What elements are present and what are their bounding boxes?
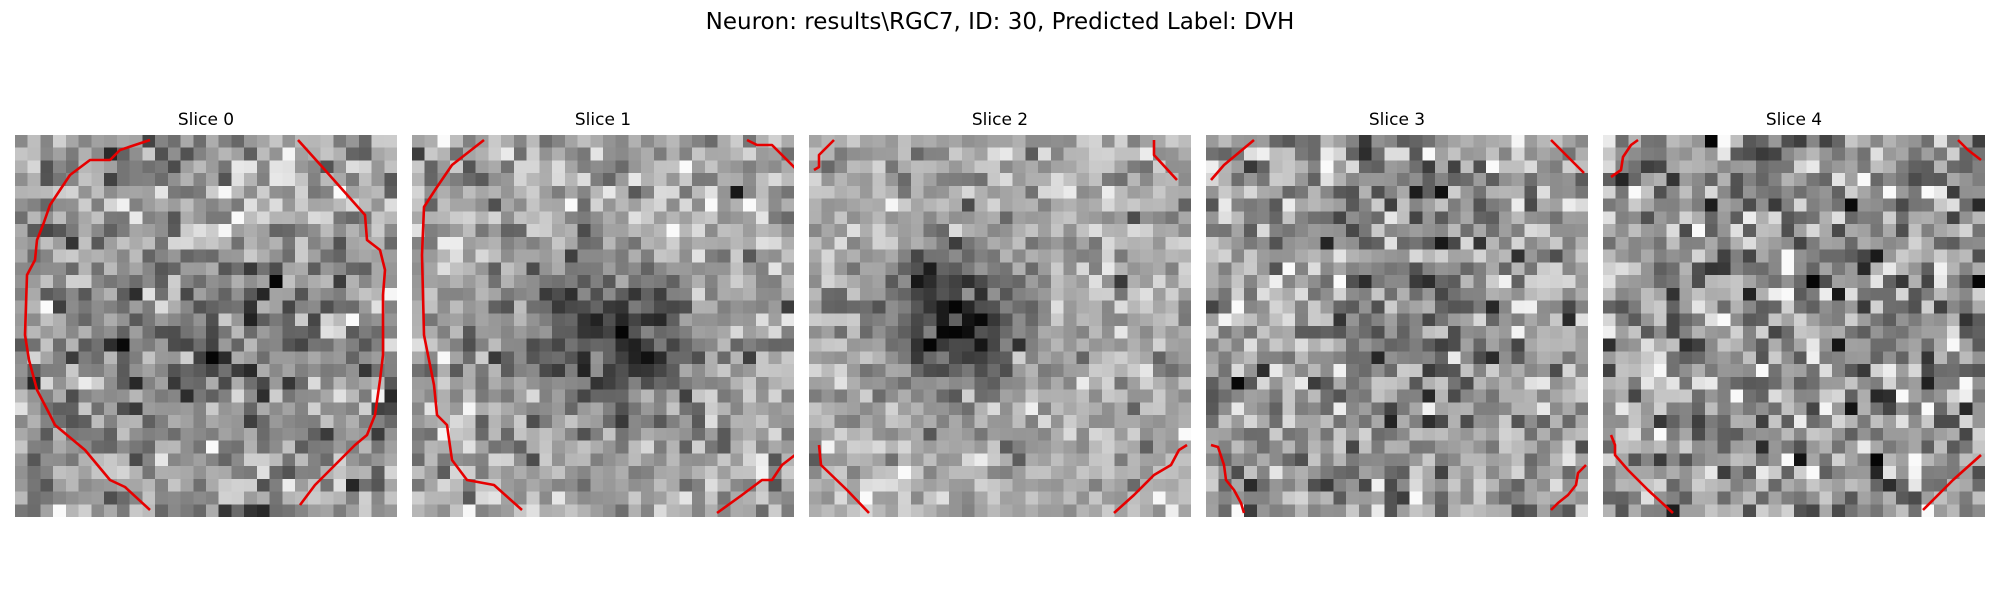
contour-line: [1152, 140, 1178, 181]
contour-line: [716, 454, 794, 515]
contour-line: [1550, 139, 1585, 174]
contour-line: [1609, 434, 1674, 514]
slice-image-4: [1603, 135, 1985, 517]
receptive-field-contour: [1609, 138, 1982, 514]
receptive-field-contour: [420, 138, 794, 515]
slice-title-2: Slice 2: [971, 110, 1029, 130]
contour-line: [1210, 139, 1255, 181]
slice-image-2: [809, 135, 1191, 517]
figure-title: Neuron: results\RGC7, ID: 30, Predicted …: [705, 9, 1295, 35]
contour-line: [1210, 443, 1246, 514]
contour-line: [1113, 443, 1188, 514]
slice-title-1: Slice 1: [574, 110, 632, 130]
receptive-field-contour: [1210, 139, 1587, 514]
slice-image-1: [412, 135, 794, 517]
receptive-field-contour: [813, 139, 1188, 514]
contour-line: [23, 138, 151, 511]
contour-line: [817, 444, 870, 514]
slice-title-4: Slice 4: [1765, 110, 1823, 130]
contour-line: [1957, 139, 1982, 162]
contour-line: [1550, 464, 1587, 511]
contour-line: [1610, 138, 1639, 179]
receptive-field-contour: [23, 138, 387, 511]
slice-title-0: Slice 0: [177, 110, 235, 130]
contour-line: [746, 138, 794, 169]
contour-line: [297, 139, 387, 506]
slice-image-0: [15, 135, 397, 517]
contour-line: [813, 139, 835, 172]
slice-title-3: Slice 3: [1368, 110, 1426, 130]
slice-image-3: [1206, 135, 1588, 517]
contour-line: [420, 138, 523, 511]
contour-line: [1922, 454, 1982, 511]
